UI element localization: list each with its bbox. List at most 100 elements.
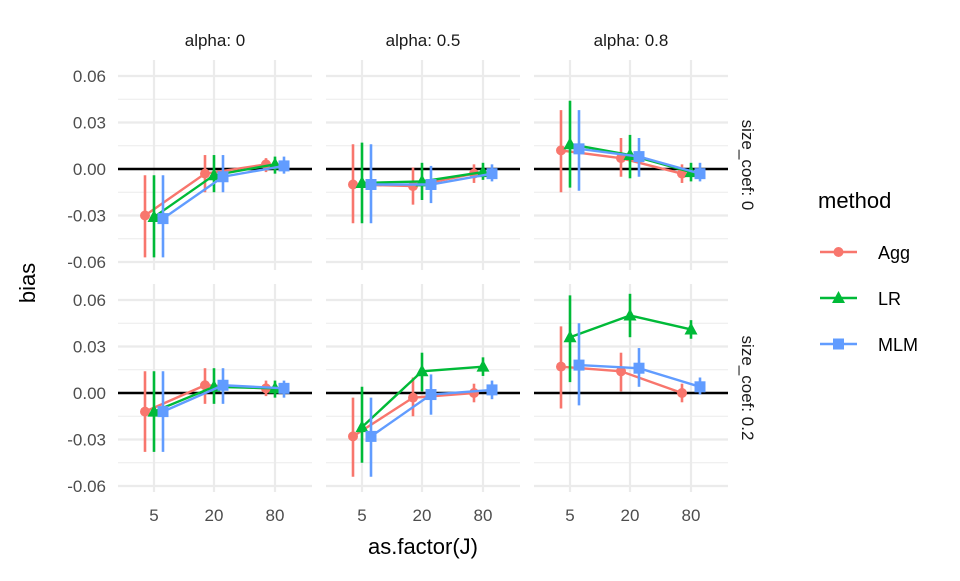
y-tick-label: 0.03 [73, 114, 106, 133]
facet-col-label-0: alpha: 0 [185, 31, 246, 50]
x-axis-title: as.factor(J) [368, 534, 478, 559]
series-lr [563, 293, 698, 383]
point-mlm [365, 430, 377, 442]
point-mlm [694, 381, 706, 393]
x-tick-label: 80 [682, 506, 701, 525]
point-mlm [217, 379, 229, 391]
series-agg [348, 377, 479, 477]
series-mlm [157, 368, 290, 452]
facet-col-label-1: alpha: 0.5 [386, 31, 461, 50]
y-tick-label: 0.06 [73, 67, 106, 86]
legend-label: Agg [878, 243, 910, 263]
panel-data-r0-c0 [140, 155, 290, 258]
point-mlm [486, 384, 498, 396]
point-mlm [157, 213, 169, 225]
point-agg [140, 406, 150, 417]
point-lr [147, 404, 161, 417]
y-tick-label: 0.06 [73, 291, 106, 310]
point-mlm [425, 179, 437, 190]
y-tick-label: -0.03 [67, 431, 106, 450]
y-tick-label: -0.06 [67, 253, 106, 272]
point-lr [355, 420, 369, 433]
point-agg [200, 168, 210, 179]
x-tick-label: 5 [565, 506, 574, 525]
series-lr [355, 352, 490, 463]
series-mlm [573, 323, 706, 406]
legend-item-lr: LR [820, 289, 901, 309]
point-mlm [573, 143, 585, 155]
panels [118, 60, 728, 492]
x-tick-label: 5 [149, 506, 158, 525]
point-lr [684, 322, 698, 335]
facet-col-label-2: alpha: 0.8 [594, 31, 669, 50]
series-mlm [157, 155, 290, 258]
facet-row-label-1: size_coef: 0.2 [738, 336, 757, 441]
series-agg [140, 155, 271, 258]
point-agg [556, 361, 566, 372]
point-mlm [694, 168, 706, 180]
point-mlm [486, 168, 498, 180]
point-lr [355, 175, 369, 188]
point-mlm [573, 359, 585, 371]
legend: method Agg LR MLM [818, 188, 918, 355]
y-tick-label: 0.00 [73, 160, 106, 179]
point-agg [408, 392, 418, 403]
y-axis-ticks: -0.06 -0.03 0.00 0.03 0.06 -0.06 -0.03 0.00 0.03… [67, 67, 106, 496]
point-agg [616, 366, 626, 377]
y-axis-title: bias [15, 263, 40, 303]
legend-key-square-icon [833, 338, 844, 350]
x-tick-label: 20 [413, 506, 432, 525]
panel-data-r0-c2 [556, 100, 706, 193]
series-mlm [365, 144, 498, 224]
point-lr [623, 308, 637, 321]
panel-data-r1-c0 [140, 368, 290, 452]
x-tick-label: 20 [205, 506, 224, 525]
point-mlm [278, 160, 290, 172]
point-agg [348, 431, 358, 442]
series-lr [147, 155, 282, 258]
y-tick-label: -0.06 [67, 477, 106, 496]
point-lr [415, 364, 429, 377]
point-mlm [633, 362, 645, 374]
y-tick-label: 0.03 [73, 338, 106, 357]
point-agg [556, 145, 566, 156]
point-mlm [217, 171, 229, 183]
legend-key-triangle-icon [832, 291, 845, 303]
legend-item-agg: Agg [820, 243, 910, 263]
point-agg [200, 380, 210, 391]
panel-data-r0-c1 [348, 142, 498, 224]
panel-data-r1-c1 [348, 352, 498, 477]
series-mlm [573, 110, 706, 191]
point-lr [147, 210, 161, 223]
point-mlm [157, 406, 169, 418]
point-lr [563, 330, 577, 343]
point-agg [677, 388, 687, 398]
x-axis-ticks: 5 20 80 5 20 80 5 20 80 [149, 506, 700, 525]
legend-title: method [818, 188, 891, 213]
panel-r1-c2 [534, 284, 728, 492]
point-agg [140, 210, 150, 221]
point-lr [563, 137, 577, 150]
point-mlm [365, 179, 377, 190]
y-tick-label: 0.00 [73, 384, 106, 403]
y-tick-label: -0.03 [67, 207, 106, 226]
legend-label: LR [878, 289, 901, 309]
facet-strips: alpha: 0 alpha: 0.5 alpha: 0.8 size_coef: 0… [185, 31, 757, 440]
series-mlm [365, 374, 498, 477]
point-lr [476, 359, 490, 372]
x-tick-label: 5 [357, 506, 366, 525]
point-mlm [425, 389, 437, 401]
point-lr [207, 168, 221, 181]
legend-key-circle-icon [833, 247, 844, 257]
legend-label: MLM [878, 335, 918, 355]
x-tick-label: 80 [266, 506, 285, 525]
x-tick-label: 20 [621, 506, 640, 525]
point-mlm [278, 382, 290, 394]
facet-row-label-0: size_coef: 0 [738, 120, 757, 211]
panel-data-r1-c2 [556, 293, 706, 409]
x-tick-label: 80 [474, 506, 493, 525]
point-mlm [633, 151, 645, 163]
point-agg [469, 388, 479, 398]
legend-item-mlm: MLM [820, 335, 918, 355]
